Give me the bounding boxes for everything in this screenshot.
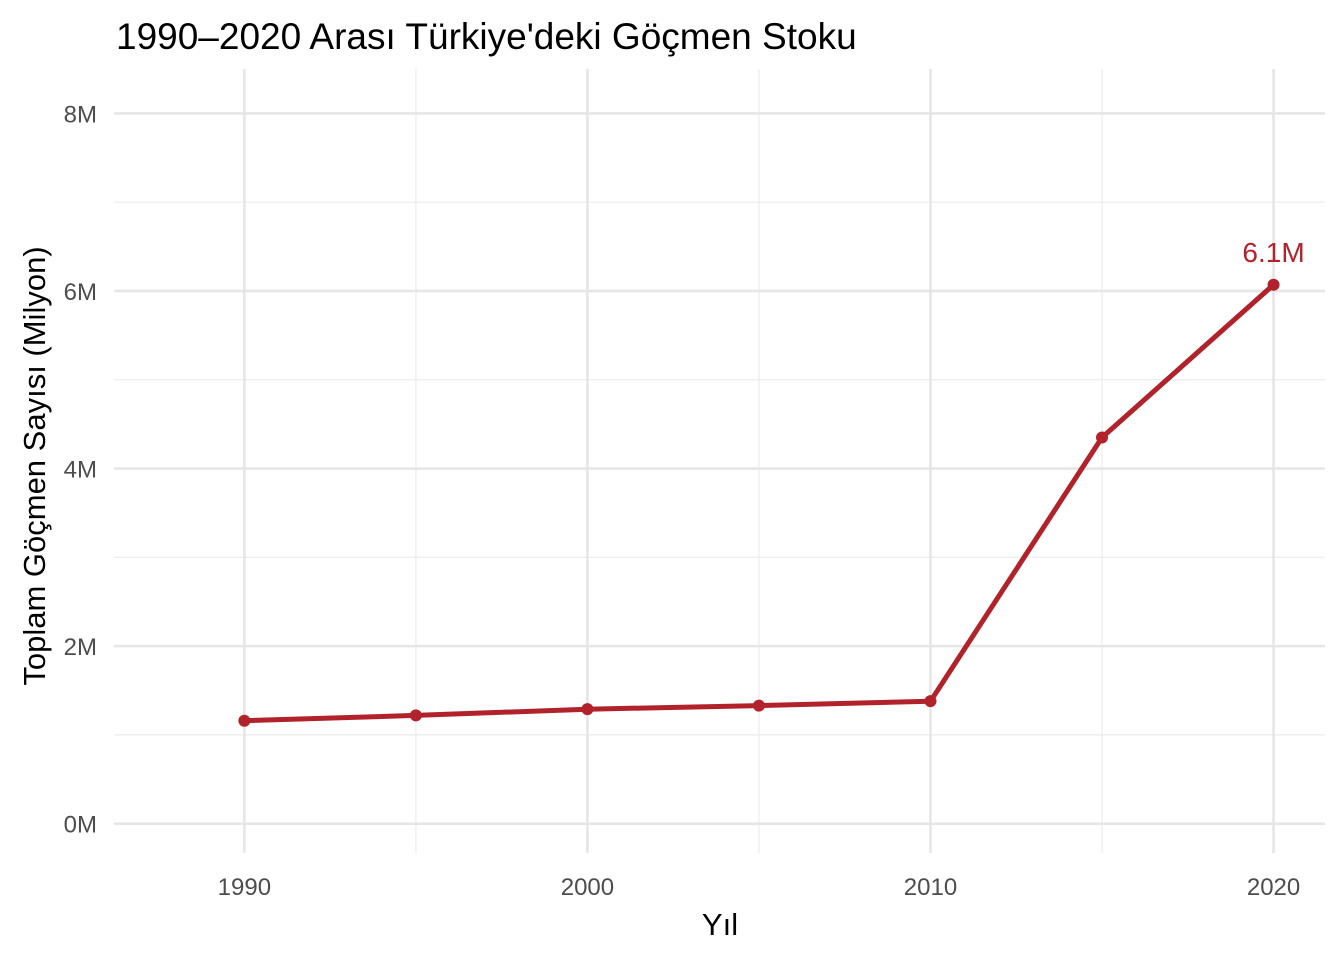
x-tick-label: 2000 (561, 874, 614, 901)
y-axis-title: Toplam Göçmen Sayısı (Milyon) (17, 246, 52, 685)
y-axis-ticks: 0M 2M 4M 6M 8M (64, 101, 97, 838)
data-point (1267, 278, 1280, 291)
grid (114, 69, 1325, 853)
data-point (409, 709, 422, 722)
data-point (238, 714, 251, 727)
y-tick-label: 2M (64, 634, 97, 661)
data-points (238, 278, 1280, 727)
y-tick-label: 4M (64, 457, 97, 484)
chart-title: 1990–2020 Arası Türkiye'deki Göçmen Stok… (116, 16, 857, 57)
data-point (1096, 431, 1109, 444)
data-point (752, 699, 765, 712)
data-point (581, 703, 594, 716)
y-tick-label: 6M (64, 279, 97, 306)
x-axis-title: Yıl (702, 907, 738, 942)
x-tick-label: 1990 (218, 874, 271, 901)
x-tick-label: 2010 (904, 874, 957, 901)
y-tick-label: 8M (64, 101, 97, 128)
data-point (924, 695, 937, 708)
point-annotation: 6.1M (1242, 237, 1304, 268)
x-axis-ticks: 1990 2000 2010 2020 (218, 874, 1301, 901)
y-tick-label: 0M (64, 812, 97, 839)
x-tick-label: 2020 (1247, 874, 1300, 901)
